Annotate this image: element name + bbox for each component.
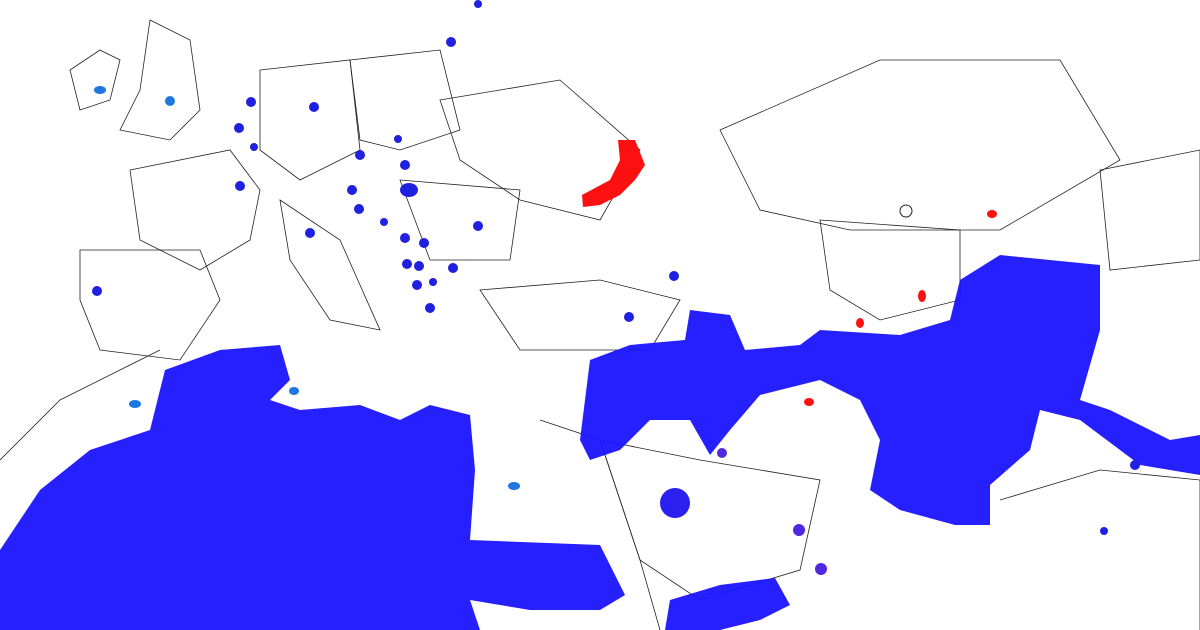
red-point [918, 290, 926, 302]
blue-point [400, 233, 410, 243]
red-occurrences [582, 140, 997, 406]
blue-point [429, 278, 437, 286]
purple-point [717, 448, 727, 458]
blue-point [1100, 527, 1108, 535]
blue-point [474, 0, 482, 8]
red-range-patch [582, 140, 645, 207]
red-point [804, 398, 814, 406]
blue-point [355, 150, 365, 160]
blue-point [1130, 460, 1140, 470]
light-blue-point [165, 96, 175, 106]
blue-point [402, 259, 412, 269]
range-area-arabia-south [665, 578, 790, 630]
blue-point [235, 181, 245, 191]
blue-point-large [660, 488, 690, 518]
blue-point [414, 261, 424, 271]
blue-point [92, 286, 102, 296]
blue-point [246, 97, 256, 107]
light-blue-point [129, 400, 141, 408]
red-point [856, 318, 864, 328]
light-blue-point [508, 482, 520, 490]
blue-point [250, 143, 258, 151]
range-area-middle-east-asia [580, 255, 1200, 525]
light-blue-point [289, 387, 299, 395]
blue-point [347, 185, 357, 195]
blue-point [446, 37, 456, 47]
blue-point [448, 263, 458, 273]
blue-point [309, 102, 319, 112]
blue-point [400, 160, 410, 170]
country-borders [0, 19, 1200, 630]
blue-point [412, 280, 422, 290]
blue-point [305, 228, 315, 238]
purple-point [793, 524, 805, 536]
purple-point [815, 563, 827, 575]
blue-point [394, 135, 402, 143]
blue-point [400, 183, 418, 197]
blue-point [425, 303, 435, 313]
red-point [987, 210, 997, 218]
blue-point [624, 312, 634, 322]
range-area-north-africa [0, 345, 625, 630]
blue-point [669, 271, 679, 281]
blue-point [234, 123, 244, 133]
purple-occurrences [660, 448, 827, 575]
blue-point [419, 238, 429, 248]
blue-point [354, 204, 364, 214]
blue-occurrences [92, 0, 1140, 535]
light-blue-point [94, 86, 106, 94]
light-blue-occurrences [94, 86, 520, 490]
blue-point [473, 221, 483, 231]
range-areas [0, 255, 1200, 630]
blue-point [380, 218, 388, 226]
hollow-point [899, 204, 913, 218]
